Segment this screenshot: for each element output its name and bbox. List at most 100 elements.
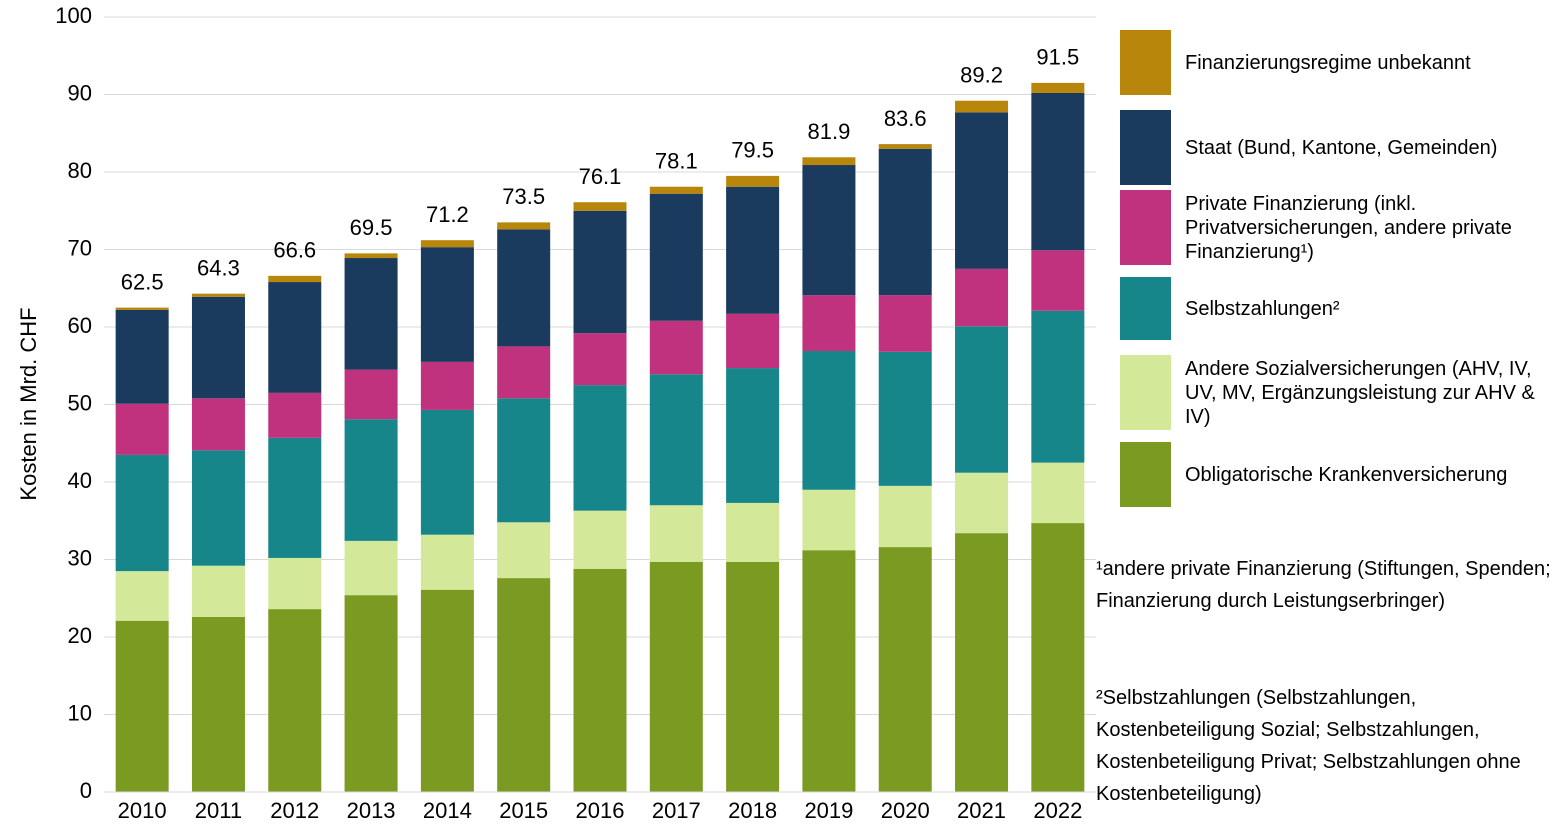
bar-segment <box>191 616 245 792</box>
bar-segment <box>726 186 780 314</box>
bar-segment <box>497 222 551 230</box>
bar-segment <box>420 247 474 362</box>
y-tick-label: 0 <box>80 778 92 803</box>
y-axis-label: Kosten in Mrd. CHF <box>16 307 41 500</box>
x-tick-label: 2019 <box>804 798 853 823</box>
bar-segment <box>878 295 932 352</box>
total-label: 71.2 <box>426 202 469 227</box>
bar-segment <box>268 437 322 558</box>
footnote: ¹andere private Finanzierung (Stiftungen… <box>1096 558 1551 612</box>
legend-swatch <box>1120 355 1171 430</box>
total-label: 76.1 <box>579 164 622 189</box>
bar-segment <box>726 313 780 369</box>
bar-segment <box>649 561 703 792</box>
legend-label: Andere Sozialversicherungen (AHV, IV, UV… <box>1185 357 1535 428</box>
y-tick-label: 50 <box>68 390 92 415</box>
legend-label: Private Finanzierung (inkl. Privatversic… <box>1185 192 1512 263</box>
bar-segment <box>497 522 551 579</box>
bar-segment <box>268 275 322 283</box>
legend-label: Staat (Bund, Kantone, Gemeinden) <box>1185 136 1498 159</box>
y-tick-label: 80 <box>68 158 92 183</box>
bar-segment <box>191 398 245 451</box>
x-tick-label: 2017 <box>652 798 701 823</box>
bar-segment <box>802 157 856 166</box>
y-tick-label: 20 <box>68 623 92 648</box>
legend-swatch <box>1120 110 1171 185</box>
bar-segment <box>497 346 551 399</box>
bar-segment <box>115 309 169 404</box>
bar-segment <box>878 547 932 792</box>
y-tick-label: 60 <box>68 313 92 338</box>
bar-segment <box>802 165 856 296</box>
bar-segment <box>1031 462 1085 524</box>
bar-segment <box>268 557 322 610</box>
x-tick-label: 2013 <box>347 798 396 823</box>
total-label: 91.5 <box>1036 45 1079 70</box>
total-label: 66.6 <box>273 238 316 263</box>
x-tick-label: 2014 <box>423 798 472 823</box>
bar-segment <box>191 296 245 399</box>
x-tick-label: 2010 <box>118 798 167 823</box>
bar-segment <box>573 510 627 569</box>
bar-segment <box>878 144 932 149</box>
total-label: 79.5 <box>731 138 774 163</box>
bar-segment <box>955 268 1009 327</box>
bar-segment <box>573 568 627 792</box>
bar-segment <box>649 320 703 375</box>
total-label: 69.5 <box>350 215 393 240</box>
bar-segment <box>802 351 856 490</box>
bar-segment <box>1031 310 1085 463</box>
legend-swatch <box>1120 190 1171 265</box>
y-tick-label: 90 <box>68 80 92 105</box>
x-tick-label: 2016 <box>576 798 625 823</box>
bar-segment <box>344 258 398 370</box>
footnote: ²Selbstzahlungen (Selbstzahlungen, Koste… <box>1096 687 1521 805</box>
x-tick-label: 2020 <box>881 798 930 823</box>
total-label: 73.5 <box>502 184 545 209</box>
bar-segment <box>497 229 551 347</box>
x-tick-label: 2022 <box>1033 798 1082 823</box>
legend-swatch <box>1120 442 1171 507</box>
bar-segment <box>191 293 245 297</box>
bar-segment <box>1031 82 1085 93</box>
x-tick-label: 2018 <box>728 798 777 823</box>
bar-segment <box>955 326 1009 473</box>
legend-label: Selbstzahlungen² <box>1185 297 1340 320</box>
bar-segment <box>344 253 398 259</box>
bar-segment <box>955 533 1009 792</box>
bar-segment <box>497 578 551 792</box>
legend-label: Obligatorische Krankenversicherung <box>1185 463 1508 486</box>
bar-segment <box>573 385 627 511</box>
y-tick-label: 40 <box>68 468 92 493</box>
total-label: 89.2 <box>960 63 1003 88</box>
bar-segment <box>420 361 474 410</box>
bar-segment <box>573 333 627 386</box>
total-label: 83.6 <box>884 106 927 131</box>
bar-segment <box>344 419 398 541</box>
bar-segment <box>649 505 703 562</box>
bar-segment <box>878 485 932 548</box>
bar-segment <box>573 202 627 211</box>
y-tick-label: 70 <box>68 235 92 260</box>
bar-segment <box>726 368 780 503</box>
bar-segment <box>497 398 551 523</box>
bar-segment <box>1031 523 1085 792</box>
bar-segment <box>802 550 856 792</box>
bar-segment <box>420 534 474 590</box>
bar-segment <box>1031 92 1085 251</box>
total-label: 78.1 <box>655 149 698 174</box>
bar-segment <box>955 112 1009 269</box>
bar-segment <box>344 369 398 420</box>
total-label: 81.9 <box>808 119 851 144</box>
bar-segment <box>420 409 474 535</box>
bar-segment <box>649 193 703 321</box>
x-tick-label: 2015 <box>499 798 548 823</box>
bar-segment <box>268 282 322 393</box>
total-label: 64.3 <box>197 255 240 280</box>
x-tick-label: 2011 <box>195 798 242 823</box>
bar-segment <box>649 186 703 194</box>
bar-segment <box>955 472 1009 534</box>
bar-segment <box>573 210 627 334</box>
